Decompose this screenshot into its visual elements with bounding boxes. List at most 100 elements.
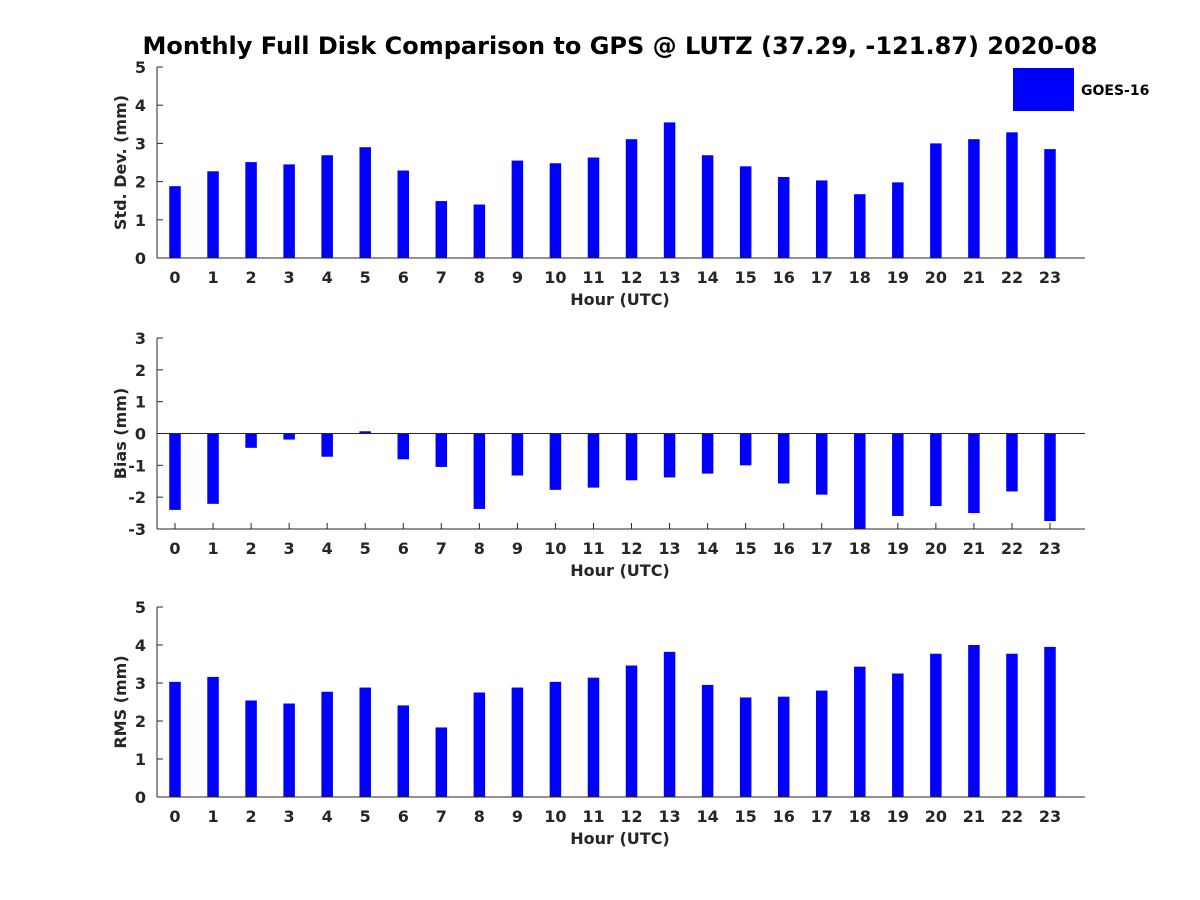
legend: GOES-16 [1013, 68, 1149, 111]
bias-x-tick-label: 10 [544, 539, 566, 558]
std-dev-y-tick-label: 0 [135, 249, 146, 268]
bias-bar-2 [245, 433, 257, 448]
rms-x-tick-label: 13 [658, 807, 680, 826]
std-dev-bar-22 [1006, 132, 1018, 258]
bias-bar-8 [473, 433, 486, 509]
std-dev-x-tick-label: 15 [735, 268, 757, 287]
bias-bar-14 [701, 433, 714, 474]
std-dev-bar-5 [359, 147, 371, 258]
bias-bar-7 [435, 433, 448, 467]
bias-bar-6 [397, 433, 410, 460]
rms-x-tick-label: 20 [925, 807, 947, 826]
std-dev-x-tick-label: 13 [658, 268, 680, 287]
rms-x-tick-label: 1 [207, 807, 218, 826]
rms-bar-11 [587, 677, 600, 797]
std-dev-x-tick-label: 1 [207, 268, 218, 287]
bias-bar-21 [968, 433, 980, 514]
std-dev-bar-15 [739, 166, 752, 258]
std-dev-bar-9 [511, 160, 524, 258]
bias-y-tick-label: 1 [135, 393, 146, 412]
std-dev-bar-0 [169, 186, 181, 258]
legend-label: GOES-16 [1081, 83, 1149, 99]
std-dev-x-tick-label: 22 [1001, 268, 1023, 287]
rms-x-tick-label: 5 [360, 807, 371, 826]
std-dev-y-tick-label: 2 [135, 173, 146, 192]
std-dev-bar-20 [930, 143, 942, 258]
std-dev-y-tick-label: 4 [135, 96, 146, 115]
bias-y-tick-label: -2 [128, 488, 146, 507]
bias-bar-11 [587, 433, 600, 488]
std-dev-x-tick-label: 5 [360, 268, 371, 287]
rms-x-tick-label: 11 [582, 807, 604, 826]
rms-bar-19 [892, 673, 904, 797]
std-dev-x-tick-label: 21 [963, 268, 985, 287]
rms-bar-12 [625, 665, 638, 797]
std-dev-x-tick-label: 18 [849, 268, 871, 287]
std-dev-x-tick-label: 19 [887, 268, 909, 287]
rms-x-tick-label: 3 [284, 807, 295, 826]
bias-bar-23 [1044, 433, 1056, 522]
bias-bar-18 [854, 433, 866, 529]
std-dev-bar-14 [701, 155, 714, 258]
bias-x-tick-label: 6 [398, 539, 409, 558]
bias-bar-17 [815, 433, 828, 495]
std-dev-x-tick-label: 9 [512, 268, 523, 287]
std-dev-bar-1 [207, 171, 219, 258]
rms-bar-9 [511, 687, 524, 797]
std-dev-bar-3 [283, 164, 295, 258]
rms-bar-23 [1044, 646, 1056, 797]
std-dev-x-tick-label: 3 [284, 268, 295, 287]
rms-bar-17 [815, 690, 828, 797]
std-dev-y-tick-label: 1 [135, 211, 146, 230]
std-dev-bar-21 [968, 139, 980, 258]
bias-y-tick-label: -1 [128, 456, 146, 475]
std-dev-bar-16 [777, 177, 790, 258]
bias-x-tick-label: 11 [582, 539, 604, 558]
bias-x-tick-label: 23 [1039, 539, 1061, 558]
std-dev-x-tick-label: 16 [773, 268, 795, 287]
std-dev-x-tick-label: 0 [169, 268, 180, 287]
rms-x-tick-label: 10 [544, 807, 566, 826]
bias-y-tick-label: -3 [128, 520, 146, 539]
rms-x-tick-label: 8 [474, 807, 485, 826]
rms-x-tick-label: 19 [887, 807, 909, 826]
bias-bar-20 [930, 433, 942, 507]
std-dev-x-tick-label: 23 [1039, 268, 1061, 287]
std-dev-bar-10 [549, 163, 562, 258]
rms-x-tick-label: 21 [963, 807, 985, 826]
rms-bar-7 [435, 727, 448, 797]
std-dev-bar-13 [663, 122, 676, 258]
bias-bar-4 [321, 433, 333, 457]
rms-x-tick-label: 9 [512, 807, 523, 826]
bias-bar-12 [625, 433, 638, 481]
rms-bar-3 [283, 703, 295, 797]
std-dev-bar-2 [245, 162, 257, 258]
bias-bar-9 [511, 433, 524, 476]
rms-y-axis-label: RMS (mm) [111, 655, 130, 748]
bias-x-tick-label: 13 [658, 539, 680, 558]
rms-y-tick-label: 5 [135, 598, 146, 617]
bias-bar-16 [777, 433, 790, 484]
rms-bar-10 [549, 681, 562, 797]
rms-x-tick-label: 14 [696, 807, 718, 826]
rms-y-tick-label: 3 [135, 674, 146, 693]
rms-x-tick-label: 7 [436, 807, 447, 826]
std-dev-x-tick-label: 10 [544, 268, 566, 287]
rms-bar-0 [169, 681, 181, 797]
std-dev-bar-8 [473, 204, 486, 258]
bias-y-tick-label: 2 [135, 361, 146, 380]
rms-bar-4 [321, 691, 333, 797]
rms-x-tick-label: 12 [620, 807, 642, 826]
rms-bar-14 [701, 684, 714, 797]
bias-x-tick-label: 2 [246, 539, 257, 558]
std-dev-y-tick-label: 3 [135, 134, 146, 153]
rms-bar-8 [473, 692, 486, 797]
rms-bar-2 [245, 700, 257, 797]
bias-x-tick-label: 4 [322, 539, 333, 558]
rms-bar-21 [968, 645, 980, 797]
rms-bar-15 [739, 697, 752, 797]
std-dev-bar-6 [397, 170, 410, 258]
bias-x-tick-label: 0 [169, 539, 180, 558]
